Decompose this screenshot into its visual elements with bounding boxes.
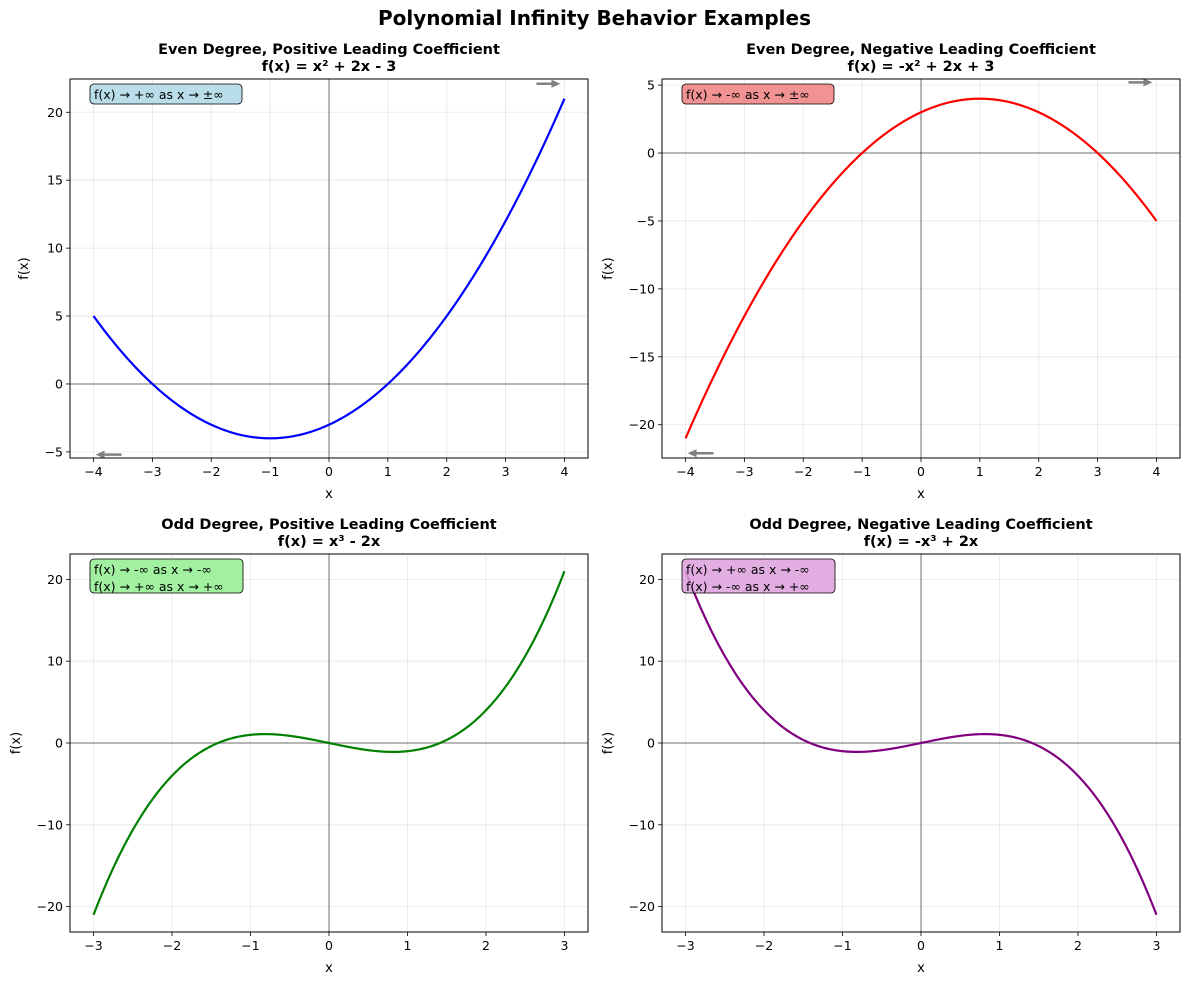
y-tick-label: 0 <box>55 376 63 391</box>
subplot-1: −4 −3 −2 −1 0 1 2 3 4 −5 0 5 10 15 20 x f(x) Even Degree,… <box>17 42 589 502</box>
y-tick-label: −10 <box>37 817 63 832</box>
x-tick-label: −2 <box>163 938 181 953</box>
subplot-formula: f(x) = -x² + 2x + 3 <box>848 59 995 75</box>
x-tick-label: 1 <box>996 938 1004 953</box>
x-tick-label: −3 <box>676 938 694 953</box>
y-tick-label: 5 <box>647 78 655 93</box>
y-tick-label: 5 <box>55 309 63 324</box>
end-behavior-arrow-right <box>1128 78 1153 87</box>
y-tick-label: −5 <box>45 444 63 459</box>
y-tick-label: −5 <box>637 213 655 228</box>
y-tick-label: −15 <box>629 349 655 364</box>
annotation-line: f(x) → +∞ as x → ±∞ <box>94 87 224 102</box>
x-tick-label: 1 <box>384 464 392 479</box>
annotation-line: f(x) → +∞ as x → +∞ <box>94 579 224 594</box>
end-behavior-arrow-left <box>687 449 714 458</box>
figure-title: Polynomial Infinity Behavior Examples <box>378 6 811 30</box>
y-axis-label: f(x) <box>9 732 24 754</box>
x-tick-label: −2 <box>755 938 773 953</box>
x-tick-label: 1 <box>976 464 984 479</box>
x-tick-label: −1 <box>833 938 851 953</box>
x-tick-label: 2 <box>1074 938 1082 953</box>
annotation-line: f(x) → -∞ as x → ±∞ <box>686 87 810 102</box>
y-tick-label: 0 <box>647 736 655 751</box>
x-tick-label: 0 <box>325 938 333 953</box>
x-tick-label: −4 <box>676 464 694 479</box>
x-tick-label: 2 <box>1035 464 1043 479</box>
y-tick-label: 10 <box>47 654 63 669</box>
end-behavior-arrow-left <box>95 450 122 459</box>
x-tick-label: 4 <box>560 464 568 479</box>
x-tick-label: 0 <box>917 464 925 479</box>
subplot-formula: f(x) = x² + 2x - 3 <box>262 59 397 75</box>
y-tick-label: 20 <box>639 572 655 587</box>
x-tick-label: 3 <box>1094 464 1102 479</box>
y-tick-label: −20 <box>37 899 63 914</box>
annotation-line: f(x) → +∞ as x → -∞ <box>686 562 810 577</box>
y-tick-label: 15 <box>47 173 63 188</box>
x-tick-label: 2 <box>482 938 490 953</box>
x-axis-label: x <box>325 487 333 502</box>
subplot-formula: f(x) = x³ - 2x <box>278 534 381 550</box>
end-behavior-annotation: f(x) → +∞ as x → -∞ f(x) → -∞ as x → +∞ <box>681 558 836 594</box>
y-tick-label: −20 <box>629 417 655 432</box>
x-tick-label: 0 <box>325 464 333 479</box>
x-tick-label: 3 <box>560 938 568 953</box>
y-tick-label: 20 <box>47 105 63 120</box>
y-axis-label: f(x) <box>601 732 616 754</box>
x-tick-label: 2 <box>443 464 451 479</box>
subplot-formula: f(x) = -x³ + 2x <box>864 534 979 550</box>
x-tick-label: −2 <box>794 464 812 479</box>
annotation-line: f(x) → -∞ as x → -∞ <box>94 562 212 577</box>
x-tick-label: 3 <box>502 464 510 479</box>
function-curve <box>684 97 1158 439</box>
subplot-title: Odd Degree, Positive Leading Coefficient <box>161 517 496 533</box>
end-behavior-annotation: f(x) → +∞ as x → ±∞ <box>89 83 243 105</box>
function-curve <box>684 570 1158 916</box>
x-tick-label: −1 <box>261 464 279 479</box>
x-tick-label: −3 <box>143 464 161 479</box>
x-tick-label: −3 <box>735 464 753 479</box>
y-tick-label: 10 <box>639 654 655 669</box>
x-tick-label: −2 <box>202 464 220 479</box>
x-axis-label: x <box>917 961 925 976</box>
y-tick-label: −10 <box>629 281 655 296</box>
function-curve <box>92 98 566 440</box>
x-axis-label: x <box>325 961 333 976</box>
y-tick-label: 0 <box>55 736 63 751</box>
x-tick-label: −1 <box>241 938 259 953</box>
y-tick-label: −20 <box>629 899 655 914</box>
end-behavior-arrow-right <box>536 79 561 88</box>
x-tick-label: −4 <box>84 464 102 479</box>
x-tick-label: −3 <box>84 938 102 953</box>
y-tick-label: 0 <box>647 146 655 161</box>
x-tick-label: 4 <box>1152 464 1160 479</box>
subplot-title: Even Degree, Negative Leading Coefficien… <box>746 42 1096 58</box>
y-axis-label: f(x) <box>17 257 32 279</box>
x-axis-label: x <box>917 487 925 502</box>
y-tick-label: 10 <box>47 241 63 256</box>
subplot-title: Odd Degree, Negative Leading Coefficient <box>749 517 1092 533</box>
x-tick-label: 0 <box>917 938 925 953</box>
x-tick-label: −1 <box>853 464 871 479</box>
x-tick-label: 1 <box>404 938 412 953</box>
y-tick-label: 20 <box>47 572 63 587</box>
annotation-line: f(x) → -∞ as x → +∞ <box>686 579 810 594</box>
x-tick-label: 3 <box>1152 938 1160 953</box>
subplot-title: Even Degree, Positive Leading Coefficien… <box>158 42 500 58</box>
function-curve <box>92 570 566 916</box>
end-behavior-annotation: f(x) → -∞ as x → ±∞ <box>681 83 835 105</box>
end-behavior-annotation: f(x) → -∞ as x → -∞ f(x) → +∞ as x → +∞ <box>89 558 244 594</box>
y-tick-label: −10 <box>629 817 655 832</box>
y-axis-label: f(x) <box>601 257 616 279</box>
